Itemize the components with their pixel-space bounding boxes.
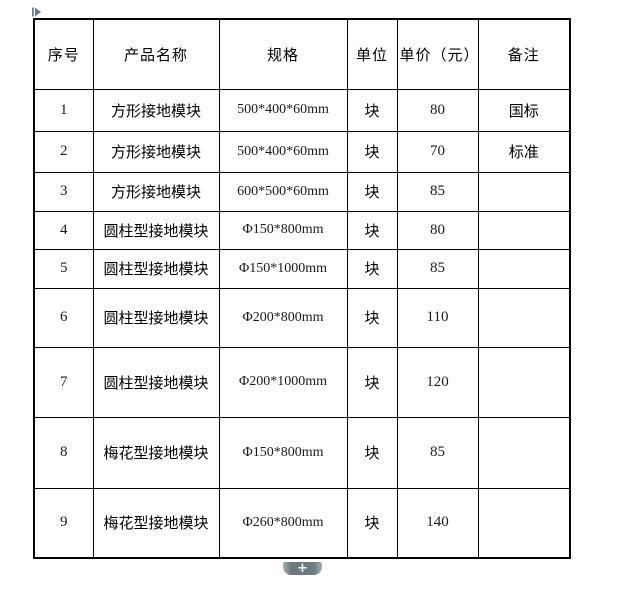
cell-name: 方形接地模块 (92, 171, 220, 212)
cell-unit: 块 (346, 287, 398, 348)
cell-spec: 500*400*60mm (218, 130, 348, 173)
product-price-table: 序号 产品名称 规格 单位 单价（元） 备注 1 方形接地模块 500*400*… (33, 18, 571, 559)
table-select-arrow-icon (32, 4, 41, 17)
table-row: 9 梅花型接地模块 Φ260*800mm 块 140 (33, 487, 571, 559)
cell-unit: 块 (346, 416, 398, 489)
cell-note (477, 346, 571, 418)
cell-spec: Φ150*800mm (218, 210, 348, 250)
table-row: 8 梅花型接地模块 Φ150*800mm 块 85 (33, 416, 571, 489)
cell-unit: 块 (346, 130, 398, 173)
cell-price: 110 (396, 287, 479, 348)
cell-spec: Φ150*800mm (218, 416, 348, 489)
cell-unit: 块 (346, 171, 398, 212)
table-row: 4 圆柱型接地模块 Φ150*800mm 块 80 (33, 210, 571, 250)
cell-spec: Φ260*800mm (218, 487, 348, 559)
cell-seq: 6 (33, 287, 94, 348)
cell-seq: 9 (33, 487, 94, 559)
cell-note (477, 210, 571, 250)
cell-unit: 块 (346, 487, 398, 559)
header-row: 序号 产品名称 规格 单位 单价（元） 备注 (33, 18, 571, 90)
cell-name: 圆柱型接地模块 (92, 346, 220, 418)
col-header-name: 产品名称 (92, 18, 220, 90)
col-header-spec: 规格 (218, 18, 348, 90)
cell-name: 方形接地模块 (92, 88, 220, 132)
cell-note: 国标 (477, 88, 571, 132)
cell-seq: 1 (33, 88, 94, 132)
col-header-unit: 单位 (346, 18, 398, 90)
cell-spec: 600*500*60mm (218, 171, 348, 212)
cell-seq: 8 (33, 416, 94, 489)
cell-name: 方形接地模块 (92, 130, 220, 173)
cell-seq: 2 (33, 130, 94, 173)
table-row: 7 圆柱型接地模块 Φ200*1000mm 块 120 (33, 346, 571, 418)
cell-spec: Φ200*800mm (218, 287, 348, 348)
table-row: 3 方形接地模块 600*500*60mm 块 85 (33, 171, 571, 212)
cell-note (477, 287, 571, 348)
cell-spec: 500*400*60mm (218, 88, 348, 132)
cell-spec: Φ150*1000mm (218, 248, 348, 289)
table-row: 5 圆柱型接地模块 Φ150*1000mm 块 85 (33, 248, 571, 289)
cell-price: 140 (396, 487, 479, 559)
col-header-price: 单价（元） (396, 18, 479, 90)
cell-price: 85 (396, 416, 479, 489)
table-row: 6 圆柱型接地模块 Φ200*800mm 块 110 (33, 287, 571, 348)
cell-name: 梅花型接地模块 (92, 416, 220, 489)
cell-price: 85 (396, 248, 479, 289)
cell-seq: 7 (33, 346, 94, 418)
cell-name: 圆柱型接地模块 (92, 287, 220, 348)
col-header-note: 备注 (477, 18, 571, 90)
col-header-seq: 序号 (33, 18, 94, 90)
cell-name: 梅花型接地模块 (92, 487, 220, 559)
table-row: 1 方形接地模块 500*400*60mm 块 80 国标 (33, 88, 571, 132)
cell-name: 圆柱型接地模块 (92, 248, 220, 289)
cell-note (477, 248, 571, 289)
cell-price: 80 (396, 88, 479, 132)
cell-price: 70 (396, 130, 479, 173)
cell-price: 120 (396, 346, 479, 418)
cell-seq: 4 (33, 210, 94, 250)
cell-unit: 块 (346, 346, 398, 418)
add-row-button[interactable]: + (283, 562, 322, 575)
cell-unit: 块 (346, 88, 398, 132)
cell-unit: 块 (346, 248, 398, 289)
cell-spec: Φ200*1000mm (218, 346, 348, 418)
cell-name: 圆柱型接地模块 (92, 210, 220, 250)
cell-seq: 3 (33, 171, 94, 212)
cell-price: 85 (396, 171, 479, 212)
cell-price: 80 (396, 210, 479, 250)
table-row: 2 方形接地模块 500*400*60mm 块 70 标准 (33, 130, 571, 173)
plus-icon: + (297, 561, 308, 576)
cell-unit: 块 (346, 210, 398, 250)
cell-note: 标准 (477, 130, 571, 173)
cell-note (477, 416, 571, 489)
cell-note (477, 487, 571, 559)
cell-seq: 5 (33, 248, 94, 289)
cell-note (477, 171, 571, 212)
